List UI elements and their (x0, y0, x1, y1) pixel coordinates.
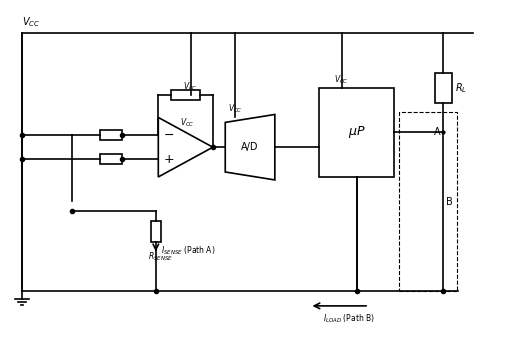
Bar (434, 73, 452, 103)
Text: $I_{SENSE}$ (Path A): $I_{SENSE}$ (Path A) (161, 244, 215, 256)
Bar (100, 154, 122, 164)
Text: A/D: A/D (241, 142, 259, 152)
Text: $V_{CC}$: $V_{CC}$ (335, 73, 349, 86)
Bar (319, 88, 394, 177)
Text: $V_{CC}$: $V_{CC}$ (228, 103, 243, 116)
Text: −: − (163, 129, 174, 142)
Text: $R_L$: $R_L$ (455, 81, 468, 95)
Bar (151, 221, 161, 242)
Text: $V_{CC}$: $V_{CC}$ (22, 15, 40, 29)
Bar (100, 130, 122, 140)
Text: A: A (434, 127, 440, 137)
Text: $\mu P$: $\mu P$ (348, 124, 365, 140)
Text: $I_{LOAD}$ (Path B): $I_{LOAD}$ (Path B) (323, 313, 375, 325)
Text: +: + (163, 153, 174, 166)
Bar (171, 90, 200, 100)
Text: $R_{SENSE}$: $R_{SENSE}$ (148, 250, 173, 263)
Text: $V_{CC}$: $V_{CC}$ (183, 80, 198, 93)
Text: $V_{CC}$: $V_{CC}$ (180, 117, 195, 129)
Text: B: B (446, 197, 452, 207)
Bar (399, 113, 457, 291)
